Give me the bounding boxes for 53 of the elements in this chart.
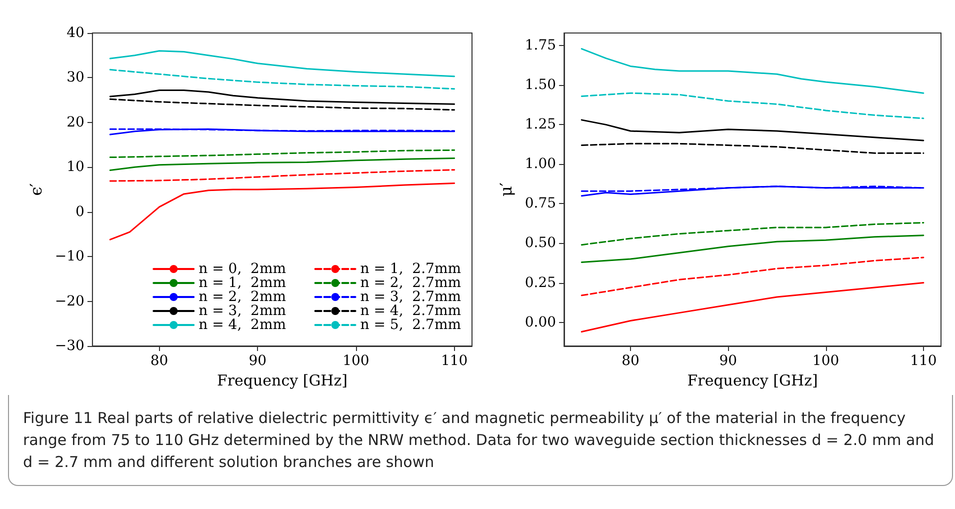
y-tick-label: 40 — [66, 25, 84, 41]
legend-label: n = 4, 2mm — [198, 317, 286, 333]
x-tick-label: 110 — [910, 353, 937, 369]
x-tick-label: 80 — [622, 353, 640, 369]
x-tick-label: 110 — [440, 353, 468, 369]
y-tick-label: 1.75 — [524, 38, 556, 54]
line-series — [109, 68, 456, 90]
legend-label: n = 1, 2.7mm — [360, 261, 462, 277]
y-tick-label: −20 — [54, 293, 84, 310]
legend-label: n = 4, 2.7mm — [360, 303, 462, 319]
y-tick-label: 0.00 — [524, 314, 556, 330]
x-tick-label: 100 — [342, 353, 370, 369]
line-series — [109, 169, 456, 182]
line-series — [580, 119, 924, 142]
y-axis-title: μ′ — [496, 182, 516, 197]
y-tick-label: 0.25 — [524, 274, 556, 291]
line-series — [580, 142, 924, 154]
line-series — [109, 50, 456, 78]
y-tick-label: 0 — [76, 204, 84, 220]
y-tick-label: 1.50 — [524, 77, 556, 94]
legend-label: n = 0, 2mm — [198, 261, 286, 277]
y-tick-label: 0.50 — [524, 235, 556, 252]
x-tick-label: 90 — [248, 353, 267, 369]
y-axis-title: ϵ′ — [26, 182, 46, 196]
legend-label: n = 3, 2.7mm — [360, 289, 462, 305]
line-series — [580, 234, 924, 263]
x-tick-label: 100 — [812, 353, 840, 369]
legend-label: n = 2, 2.7mm — [360, 275, 462, 291]
y-tick-label: 1.25 — [524, 116, 556, 133]
y-tick-label: −30 — [54, 338, 84, 354]
y-tick-label: 1.00 — [524, 156, 556, 172]
line-series — [580, 256, 924, 296]
x-tick-label: 90 — [719, 353, 738, 369]
line-series — [109, 182, 456, 240]
line-series — [109, 149, 456, 158]
line-series — [580, 92, 924, 120]
legend-label: n = 5, 2.7mm — [360, 317, 462, 333]
legend-label: n = 1, 2mm — [198, 275, 286, 291]
y-tick-label: 10 — [66, 159, 84, 176]
x-axis-title: Frequency [GHz] — [687, 371, 818, 390]
caption: Figure 11 Real parts of relative dielectric permittivity ϵ′ and magnetic permeability μ′ of the material in the frequency range from 75 to 110 GHz determined by the NRW method. Data for two waveguide section thicknesses d = 2.0 mm and d = 2.7 mm and different solution branches are shown — [23, 408, 936, 473]
y-tick-label: 30 — [66, 70, 84, 86]
line-series — [109, 157, 456, 172]
x-axis-title: Frequency [GHz] — [216, 371, 348, 390]
y-tick-label: 20 — [66, 114, 84, 130]
line-series — [580, 282, 924, 333]
legend-label: n = 3, 2mm — [198, 303, 286, 319]
line-series — [580, 48, 924, 94]
line-series — [580, 222, 924, 246]
x-tick-label: 80 — [150, 353, 168, 369]
legend-label: n = 2, 2mm — [198, 289, 286, 305]
y-tick-label: 0.75 — [524, 196, 556, 212]
y-tick-label: −10 — [54, 248, 84, 265]
